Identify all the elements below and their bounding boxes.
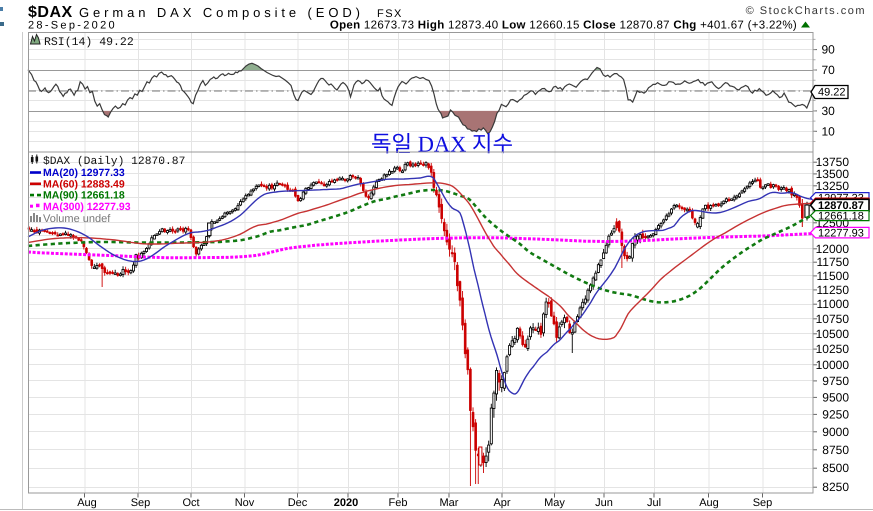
svg-text:8750: 8750: [822, 443, 849, 457]
svg-text:10000: 10000: [816, 358, 850, 372]
svg-text:70: 70: [822, 63, 836, 77]
svg-text:MA(90) 12661.18: MA(90) 12661.18: [43, 190, 125, 202]
svg-text:9750: 9750: [822, 374, 849, 388]
svg-text:Aug: Aug: [77, 497, 97, 509]
svg-text:10250: 10250: [816, 342, 850, 356]
svg-text:10: 10: [822, 124, 836, 138]
svg-text:May: May: [544, 497, 565, 509]
svg-text:2020: 2020: [334, 497, 358, 509]
svg-text:11750: 11750: [817, 255, 850, 269]
svg-text:12870.87: 12870.87: [818, 200, 864, 212]
svg-text:11000: 11000: [817, 297, 850, 311]
svg-text:11500: 11500: [817, 269, 850, 283]
svg-text:Nov: Nov: [235, 497, 255, 509]
svg-text:Jun: Jun: [595, 497, 613, 509]
svg-text:12000: 12000: [816, 242, 850, 256]
svg-text:Oct: Oct: [182, 497, 199, 509]
svg-text:13500: 13500: [816, 167, 850, 181]
svg-text:Volume undef: Volume undef: [43, 213, 111, 225]
svg-text:MA(60) 12883.49: MA(60) 12883.49: [43, 178, 125, 190]
svg-text:10750: 10750: [816, 312, 850, 326]
svg-text:12277.93: 12277.93: [818, 228, 864, 240]
svg-text:Feb: Feb: [389, 497, 408, 509]
svg-text:Open 12673.73 High 12873.40 Lo: Open 12673.73 High 12873.40 Low 12660.15…: [330, 20, 797, 32]
svg-text:독일 DAX 지수: 독일 DAX 지수: [371, 132, 513, 157]
svg-text:13250: 13250: [816, 179, 850, 193]
svg-text:Sep: Sep: [753, 497, 773, 509]
svg-text:9500: 9500: [822, 390, 849, 404]
svg-text:FSX: FSX: [377, 8, 403, 20]
svg-text:90: 90: [822, 43, 836, 57]
svg-text:28-Sep-2020: 28-Sep-2020: [28, 20, 117, 32]
svg-text:Dec: Dec: [288, 497, 308, 509]
svg-text:German DAX Composite (EOD): German DAX Composite (EOD): [79, 5, 364, 20]
svg-text:$DAX (Daily) 12870.87: $DAX (Daily) 12870.87: [43, 155, 185, 168]
svg-text:8250: 8250: [822, 480, 849, 494]
svg-text:MA(300) 12277.93: MA(300) 12277.93: [43, 201, 131, 213]
svg-text:13750: 13750: [816, 155, 850, 169]
svg-text:9250: 9250: [822, 407, 849, 421]
svg-text:12661.18: 12661.18: [818, 210, 864, 222]
svg-text:RSI(14) 49.22: RSI(14) 49.22: [44, 36, 134, 49]
svg-text:Aug: Aug: [699, 497, 719, 509]
svg-text:9000: 9000: [822, 425, 849, 439]
svg-text:$DAX: $DAX: [28, 4, 73, 21]
svg-text:MA(20) 12977.33: MA(20) 12977.33: [43, 167, 125, 179]
svg-text:11250: 11250: [817, 283, 850, 297]
svg-text:Apr: Apr: [493, 497, 510, 509]
svg-text:30: 30: [822, 104, 836, 118]
svg-text:Jul: Jul: [647, 497, 661, 509]
svg-text:10500: 10500: [816, 327, 850, 341]
svg-text:Mar: Mar: [440, 497, 459, 509]
svg-text:8500: 8500: [822, 461, 849, 475]
svg-text:© StockCharts.com: © StockCharts.com: [746, 5, 866, 17]
svg-text:Sep: Sep: [131, 497, 151, 509]
svg-text:49.22: 49.22: [818, 87, 846, 99]
